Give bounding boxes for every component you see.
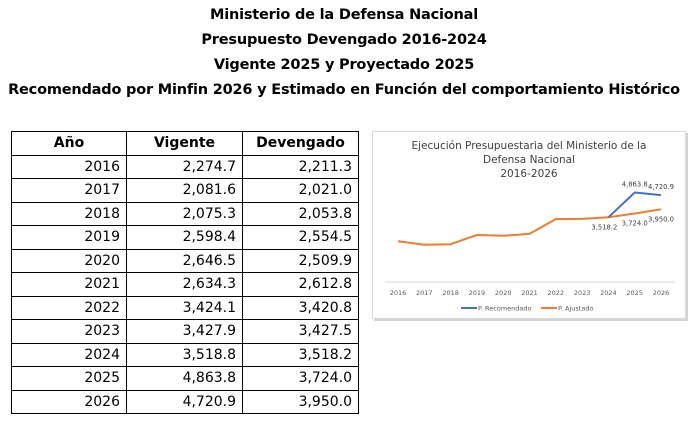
cell-year: 2017 (11, 178, 127, 203)
table-row: 2024 3,518.8 3,518.2 (11, 342, 359, 367)
cell-devengado: 2,509.9 (242, 248, 359, 273)
chart-title-line-1: Ejecución Presupuestaria del Ministerio … (412, 140, 647, 152)
title-vigente-projected: Vigente 2025 y Proyectado 2025 (213, 57, 475, 73)
cell-devengado: 2,211.3 (242, 154, 359, 179)
cell-devengado: 2,053.8 (242, 201, 359, 226)
title-recommended-estimated: Recomendado por Minfin 2026 y Estimado e… (8, 82, 680, 98)
table-row: 2020 2,646.5 2,509.9 (11, 248, 359, 273)
table-row: 2026 4,720.9 3,950.0 (11, 389, 359, 414)
x-tick-label: 2016 (390, 289, 407, 297)
title-budget-period: Presupuesto Devengado 2016-2024 (201, 32, 487, 48)
data-label-p-recomendado: 4,863.8 (622, 181, 648, 189)
x-tick-label: 2026 (653, 289, 670, 297)
data-label-p-recomendado: 4,720.9 (648, 183, 674, 191)
cell-year: 2023 (11, 319, 127, 344)
table-row: 2017 2,081.6 2,021.0 (11, 178, 359, 203)
cell-year: 2019 (11, 225, 127, 250)
cell-devengado: 3,420.8 (242, 295, 359, 320)
budget-table: Año Vigente Devengado 2016 2,274.7 2,211.3… (11, 131, 359, 414)
series-line-p-ajustado (397, 208, 662, 246)
table-row: 2023 3,427.9 3,427.5 (11, 319, 359, 344)
x-tick-label: 2021 (521, 289, 538, 297)
cell-vigente: 2,081.6 (126, 178, 243, 203)
cell-year: 2026 (11, 389, 127, 414)
cell-devengado: 3,518.2 (242, 342, 359, 367)
table-header-row: Año Vigente Devengado (11, 131, 359, 156)
legend-label-p-ajustado: P. Ajustado (558, 305, 593, 313)
data-label-p-ajustado: 3,518.2 (591, 223, 617, 231)
x-tick-label: 2020 (495, 289, 512, 297)
cell-vigente: 2,634.3 (126, 272, 243, 297)
table-row: 2016 2,274.7 2,211.3 (11, 154, 359, 179)
cell-vigente: 3,518.8 (126, 342, 243, 367)
x-tick-label: 2023 (574, 289, 591, 297)
cell-devengado: 2,554.5 (242, 225, 359, 250)
data-label-p-ajustado: 3,950.0 (648, 215, 674, 223)
x-tick-label: 2017 (416, 289, 433, 297)
cell-year: 2024 (11, 342, 127, 367)
cell-vigente: 2,274.7 (126, 154, 243, 179)
data-label-p-ajustado: 3,724.0 (622, 219, 648, 227)
cell-year: 2025 (11, 366, 127, 391)
x-tick-label: 2024 (600, 289, 617, 297)
cell-devengado: 3,950.0 (242, 389, 359, 414)
cell-devengado: 3,724.0 (242, 366, 359, 391)
cell-year: 2018 (11, 201, 127, 226)
cell-year: 2020 (11, 248, 127, 273)
chart-container: Ejecución Presupuestaria del Ministerio … (372, 131, 686, 319)
chart-title-line-2: Defensa Nacional (483, 154, 575, 166)
cell-year: 2021 (11, 272, 127, 297)
chart-title-line-3: 2016-2026 (500, 168, 558, 180)
cell-devengado: 3,427.5 (242, 319, 359, 344)
table-row: 2021 2,634.3 2,612.8 (11, 272, 359, 297)
legend-label-p-recomendado: P. Recomendado (478, 305, 531, 313)
header-year: Año (11, 131, 127, 156)
cell-vigente: 2,646.5 (126, 248, 243, 273)
cell-year: 2016 (11, 154, 127, 179)
cell-vigente: 2,598.4 (126, 225, 243, 250)
x-tick-label: 2025 (626, 289, 643, 297)
x-tick-label: 2022 (548, 289, 565, 297)
table-row: 2018 2,075.3 2,053.8 (11, 201, 359, 226)
cell-vigente: 2,075.3 (126, 201, 243, 226)
cell-devengado: 2,612.8 (242, 272, 359, 297)
cell-vigente: 3,424.1 (126, 295, 243, 320)
chart-legend: P. Recomendado P. Ajustado (461, 305, 593, 313)
table-row: 2025 4,863.8 3,724.0 (11, 366, 359, 391)
title-ministry: Ministerio de la Defensa Nacional (209, 7, 478, 23)
line-chart: Ejecución Presupuestaria del Ministerio … (385, 140, 675, 313)
x-tick-label: 2018 (442, 289, 459, 297)
table-row: 2019 2,598.4 2,554.5 (11, 225, 359, 250)
x-tick-label: 2019 (469, 289, 486, 297)
table-row: 2022 3,424.1 3,420.8 (11, 295, 359, 320)
header-devengado: Devengado (242, 131, 359, 156)
cell-year: 2022 (11, 295, 127, 320)
cell-vigente: 4,863.8 (126, 366, 243, 391)
cell-vigente: 4,720.9 (126, 389, 243, 414)
cell-vigente: 3,427.9 (126, 319, 243, 344)
header-vigente: Vigente (126, 131, 243, 156)
cell-devengado: 2,021.0 (242, 178, 359, 203)
